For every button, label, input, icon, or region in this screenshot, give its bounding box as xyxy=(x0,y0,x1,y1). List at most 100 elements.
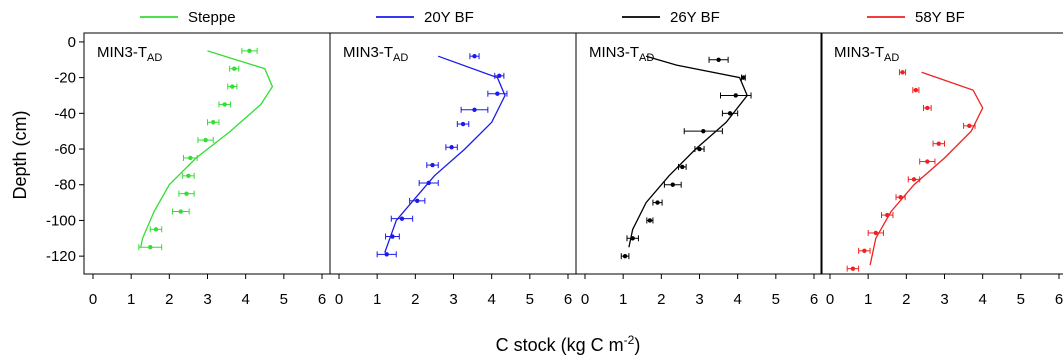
x-tick-label: 0 xyxy=(826,291,834,308)
panel-label: MIN3-TAD xyxy=(589,44,654,64)
x-tick-label: 1 xyxy=(373,291,381,308)
legend-label: Steppe xyxy=(188,9,236,26)
y-tick-label: -20 xyxy=(54,70,76,87)
y-tick-label: -120 xyxy=(46,248,76,265)
data-point xyxy=(497,73,502,79)
x-tick-label: 6 xyxy=(318,291,326,308)
data-point xyxy=(222,102,227,107)
legend-label: 58Y BF xyxy=(915,9,965,26)
data-point xyxy=(697,146,702,152)
data-point xyxy=(925,159,930,164)
panel-frame xyxy=(820,32,1063,275)
x-tick-label: 6 xyxy=(564,291,572,308)
data-point xyxy=(873,230,878,236)
data-point xyxy=(415,198,420,204)
legend-label: 20Y BF xyxy=(424,9,474,26)
x-tick-label: 6 xyxy=(810,291,818,308)
data-point xyxy=(655,200,660,205)
panel-label-main: MIN3-T xyxy=(834,44,884,61)
panel-label-main: MIN3-T xyxy=(343,44,393,61)
y-tick-label: -60 xyxy=(54,141,76,158)
panel-frame xyxy=(329,32,577,275)
data-point xyxy=(184,191,189,196)
data-point xyxy=(630,236,635,241)
x-tick-label: 5 xyxy=(772,291,780,308)
panel-label-subscript: AD xyxy=(393,52,408,64)
x-tick-label: 5 xyxy=(1017,291,1025,308)
data-point xyxy=(390,234,395,239)
chart-panels: 0 1 2 3 4 5 60-20-40-60-80-100-120MIN3-TADStep… xyxy=(46,9,1063,308)
data-point xyxy=(430,162,435,168)
x-tick-label: 0 xyxy=(581,291,589,308)
series-line xyxy=(140,50,274,248)
panel-label-main: MIN3-T xyxy=(97,44,147,61)
data-point xyxy=(913,87,919,93)
x-tick-label: 4 xyxy=(733,291,741,308)
data-point xyxy=(153,227,159,232)
x-tick-label: 0 xyxy=(335,291,343,308)
x-tick-label: 1 xyxy=(864,291,872,308)
data-point xyxy=(680,164,685,170)
data-point xyxy=(741,75,746,80)
x-tick-label: 2 xyxy=(165,291,173,308)
data-point xyxy=(495,91,500,96)
data-point xyxy=(701,128,706,134)
data-point xyxy=(900,70,905,75)
data-point xyxy=(232,66,237,71)
data-point xyxy=(925,105,930,111)
panel-label-subscript: AD xyxy=(884,52,899,64)
panel-label: MIN3-TAD xyxy=(343,44,408,64)
series-line xyxy=(384,55,506,253)
data-point xyxy=(850,266,856,271)
data-point xyxy=(426,180,431,186)
data-point xyxy=(936,141,941,146)
data-point xyxy=(898,195,903,200)
y-axis-title: Depth (cm) xyxy=(10,110,30,199)
x-axis-title: C stock (kg C m-2) xyxy=(496,333,641,355)
y-tick-label: -40 xyxy=(54,105,76,122)
panel-1: 0 1 2 3 4 5 6 0 -20 -40 -60 -80 -100 -120 MIN3-TAD Step… xyxy=(46,9,331,308)
x-tick-label: 4 xyxy=(978,291,986,308)
data-point xyxy=(862,248,867,253)
x-tick-label: 1 xyxy=(619,291,627,308)
panel-2: 0 1 2 3 4 5 6 MIN3-TAD 20Y BF xyxy=(329,9,577,308)
panel-4: 0 1 2 3 4 5 6 MIN3-TAD 58Y BF xyxy=(820,9,1063,308)
panel-label: MIN3-TAD xyxy=(97,44,162,64)
data-point xyxy=(622,253,628,259)
y-tick-label: -100 xyxy=(46,212,76,229)
panel-3: 0 1 2 3 4 5 6 MIN3-TAD 26Y BF xyxy=(575,9,823,308)
data-point xyxy=(384,252,389,257)
x-tick-label: 3 xyxy=(695,291,703,308)
y-tick-label: -80 xyxy=(54,177,76,194)
data-point xyxy=(186,173,191,179)
x-tick-label: 4 xyxy=(241,291,249,308)
legend-label: 26Y BF xyxy=(670,9,720,26)
x-tick-label: 1 xyxy=(127,291,135,308)
x-axis-title-end: ) xyxy=(634,335,640,355)
x-tick-label: 6 xyxy=(1055,291,1063,308)
x-tick-label: 4 xyxy=(487,291,495,308)
data-point xyxy=(247,48,252,54)
data-point xyxy=(188,155,193,161)
data-point xyxy=(460,121,466,127)
data-point xyxy=(472,107,477,112)
x-tick-label: 5 xyxy=(526,291,534,308)
data-point xyxy=(911,177,917,182)
data-point xyxy=(449,145,454,150)
x-tick-label: 5 xyxy=(280,291,288,308)
x-axis-title-main: C stock (kg C m xyxy=(496,335,624,355)
data-point xyxy=(230,84,235,89)
x-tick-label: 0 xyxy=(89,291,97,308)
data-point xyxy=(472,54,477,59)
data-point xyxy=(203,137,208,143)
x-tick-label: 3 xyxy=(203,291,211,308)
data-point xyxy=(670,182,675,187)
data-point xyxy=(647,218,653,223)
panel-frame xyxy=(83,32,331,275)
data-point xyxy=(399,216,405,221)
x-axis-title-superscript: -2 xyxy=(624,333,635,347)
data-point xyxy=(178,209,183,214)
data-point xyxy=(716,57,721,62)
panel-label-main: MIN3-T xyxy=(589,44,639,61)
data-point xyxy=(727,111,733,116)
